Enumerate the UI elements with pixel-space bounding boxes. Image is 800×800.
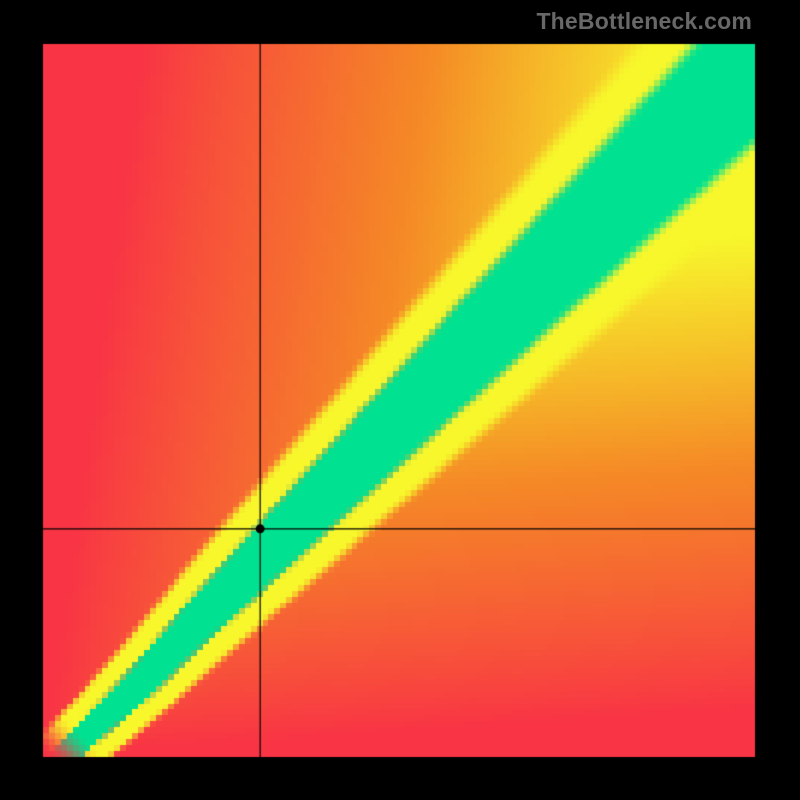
chart-root: TheBottleneck.com <box>0 0 800 800</box>
bottleneck-heatmap-canvas <box>0 0 800 800</box>
watermark-text: TheBottleneck.com <box>536 8 752 35</box>
